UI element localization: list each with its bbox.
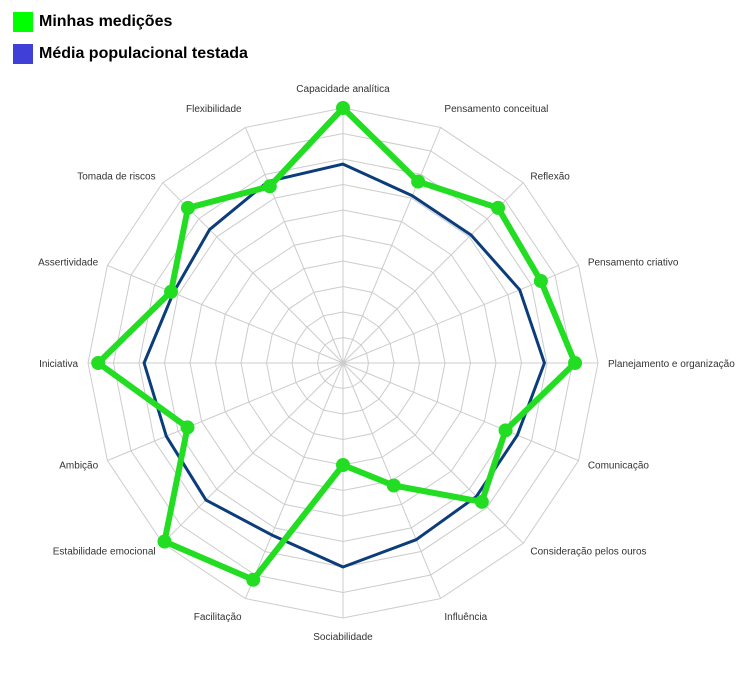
data-point-mine [180,200,195,215]
legend-swatch-average [13,44,33,64]
axis-labels: Capacidade analítica Pensamento conceitua… [38,84,735,643]
grid-spoke [342,362,524,544]
axis-label: Influência [444,612,487,623]
grid-spoke [244,127,344,364]
grid-spoke [342,127,442,364]
series-mine [91,101,583,587]
axis-label: Iniciativa [39,359,78,370]
data-point-mine [336,101,350,115]
axis-label: Capacidade analítica [296,84,390,95]
legend-label-mine: Minhas medições [39,13,173,30]
data-point-mine [91,356,106,370]
axis-label: Sociabilidade [313,632,373,643]
series-line-mine [95,105,579,583]
data-point-mine [246,572,261,587]
data-point-mine [498,423,513,438]
data-point-mine [336,458,350,472]
data-point-mine [533,274,548,289]
axis-label: Estabilidade emocional [53,546,156,557]
grid-spoke [107,362,344,462]
axis-label: Consideração pelos ouros [530,546,646,557]
data-point-mine [568,356,583,370]
data-point-mine [386,478,401,493]
legend-item-average[interactable]: Média populacional testada [13,43,248,65]
data-point-mine [180,420,195,435]
grid-spoke [162,362,344,544]
data-point-mine [411,174,426,189]
axis-label: Assertividade [38,258,98,269]
axis-label: Pensamento conceitual [444,104,548,115]
data-point-mine [491,200,506,215]
legend-label-average: Média populacional testada [39,45,248,62]
data-point-mine [262,179,277,194]
axis-label: Planejamento e organização [608,359,735,370]
axis-label: Reflexão [530,172,570,183]
legend-swatch-mine [13,12,33,32]
grid-spoke [107,264,344,364]
data-point-mine [157,534,172,549]
data-point-mine [164,284,179,299]
axis-label: Ambição [59,460,98,471]
legend: Minhas medições Média populacional testa… [13,11,248,75]
axis-label: Comunicação [588,460,650,471]
data-point-mine [474,494,489,509]
axis-label: Facilitação [194,612,242,623]
grid-spoke [342,362,579,462]
grid-spoke [244,362,344,599]
series-average [142,162,546,569]
axis-label: Flexibilidade [186,104,242,115]
series-line-average [142,162,546,569]
axis-label: Pensamento criativo [588,258,679,269]
axis-label: Tomada de riscos [77,172,155,183]
legend-item-mine[interactable]: Minhas medições [13,11,248,33]
